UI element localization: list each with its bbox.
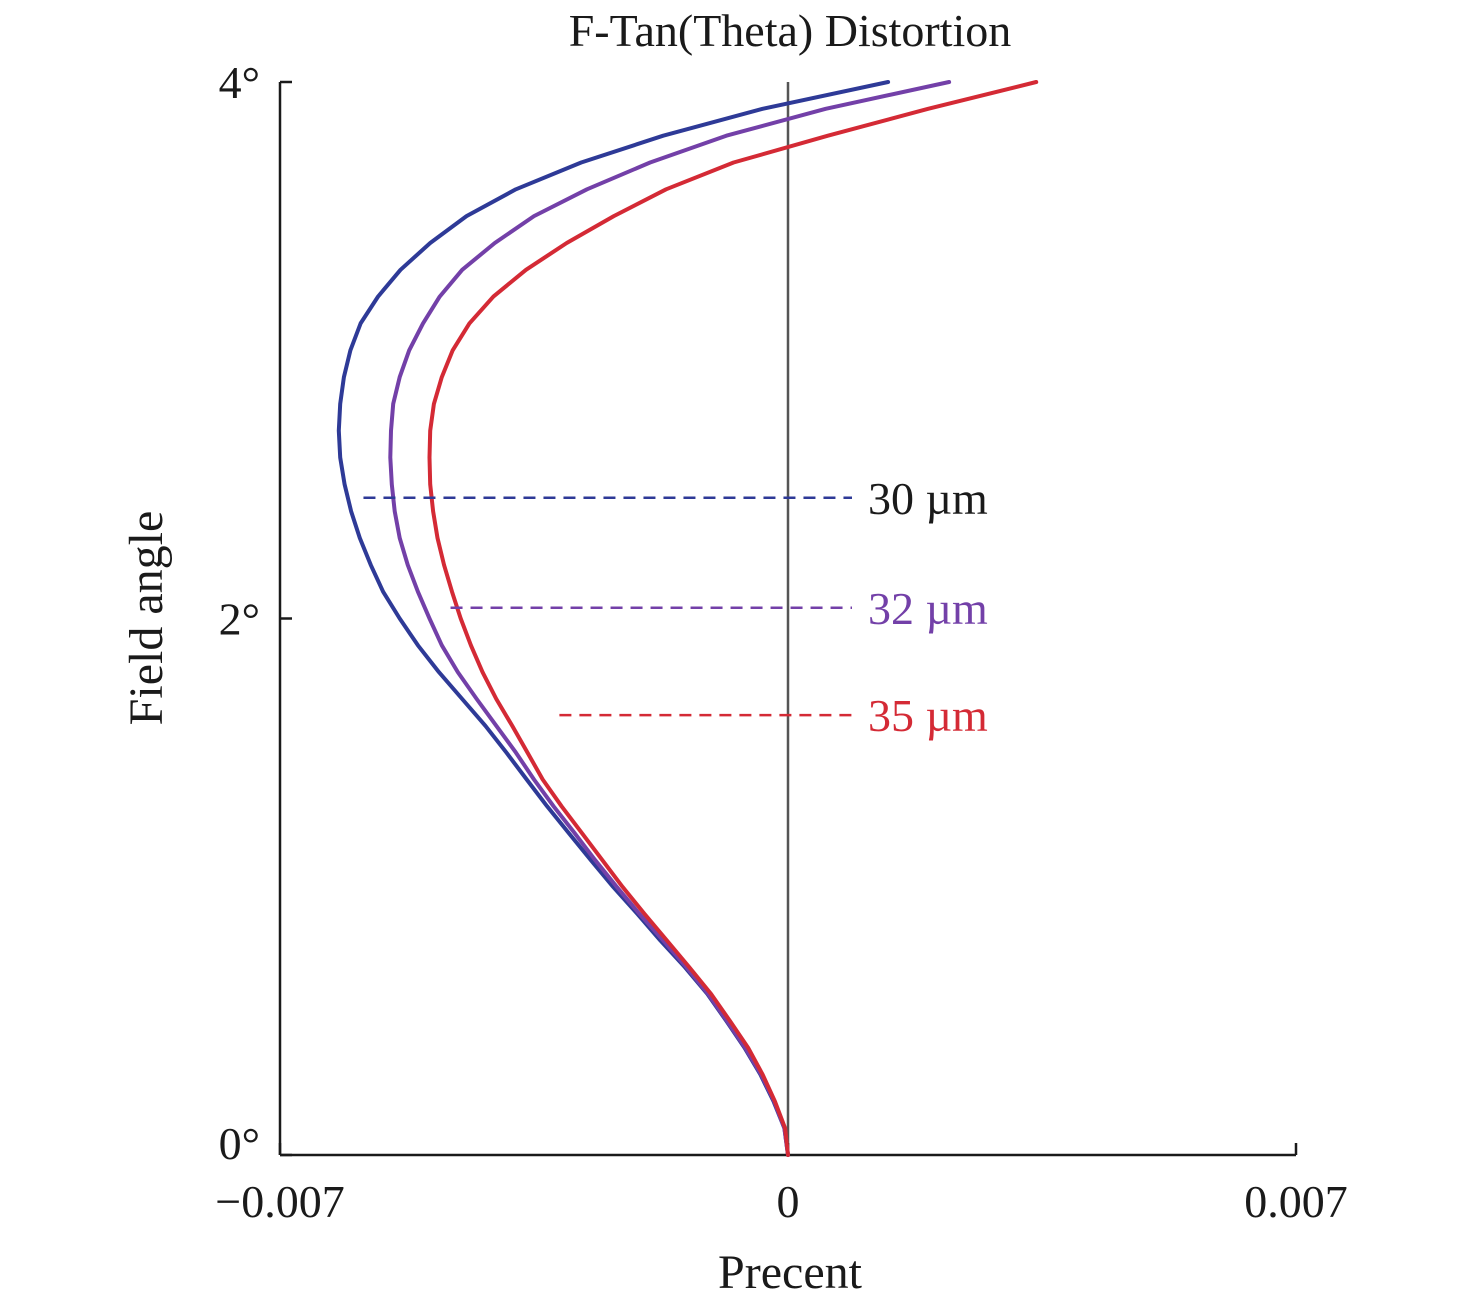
series-group [336,80,1039,1157]
y-axis-label: Field angle [120,511,173,726]
series-label: 35 µm [868,690,988,741]
x-tick-label: −0.007 [215,1176,344,1227]
series-label: 32 µm [868,583,988,634]
series-line-2 [427,80,1039,1157]
x-axis-label: Precent [718,1246,863,1299]
x-tick-label: 0.007 [1244,1176,1348,1227]
y-tick-label: 4° [219,57,260,108]
series-annotations: 30 µm 32 µm 35 µm [363,473,988,741]
chart-title: F-Tan(Theta) Distortion [569,5,1012,56]
series-line-1 [388,80,952,1157]
y-tick-label: 2° [219,594,260,645]
series-label: 30 µm [868,473,988,524]
ticks: −0.007 0 0.007 0° 2° 4° [215,57,1347,1227]
x-tick-label: 0 [777,1176,800,1227]
y-tick-label: 0° [219,1118,260,1169]
series-line-0 [336,80,891,1157]
